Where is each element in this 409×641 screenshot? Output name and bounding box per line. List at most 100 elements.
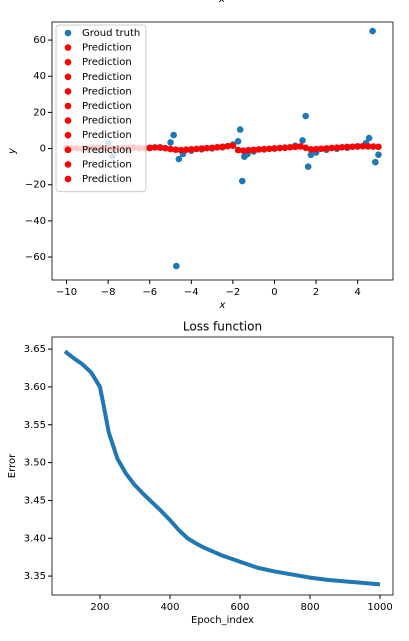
legend-label: Groud truth xyxy=(82,28,140,39)
y-tick-label: 3.65 xyxy=(24,344,46,355)
y-tick-label: 3.60 xyxy=(24,382,46,393)
point xyxy=(375,143,382,151)
point xyxy=(364,143,372,150)
point xyxy=(167,145,174,153)
point xyxy=(193,145,200,153)
y-tick-label: 0 xyxy=(40,144,46,155)
point xyxy=(234,138,242,145)
point xyxy=(219,143,226,151)
point xyxy=(224,142,231,150)
y-tick-label: −60 xyxy=(25,252,46,263)
point xyxy=(188,145,195,153)
legend-marker xyxy=(64,146,72,154)
legend-label: Prediction xyxy=(82,159,132,170)
point xyxy=(302,144,309,152)
point xyxy=(203,144,211,152)
x-tick-label: −4 xyxy=(184,287,199,298)
point xyxy=(349,143,356,151)
point xyxy=(276,144,283,152)
y-tick-label: 60 xyxy=(33,35,46,46)
y-tick-label: 3.50 xyxy=(24,458,46,469)
point xyxy=(365,134,373,142)
point xyxy=(234,146,242,154)
point xyxy=(372,158,379,166)
point xyxy=(177,146,185,154)
point xyxy=(343,143,351,151)
point xyxy=(307,145,315,153)
point xyxy=(260,145,268,153)
point xyxy=(265,145,273,153)
y-tick-label: 3.35 xyxy=(24,571,46,582)
point xyxy=(172,146,180,153)
point xyxy=(146,144,154,152)
point xyxy=(198,145,206,152)
legend-label: Prediction xyxy=(82,130,132,141)
legend-label: Prediction xyxy=(82,57,132,68)
y-tick-label: −40 xyxy=(25,216,46,227)
point xyxy=(229,142,237,149)
x-tick-label: −8 xyxy=(101,287,116,298)
point xyxy=(302,112,309,120)
legend-marker xyxy=(64,131,72,139)
point xyxy=(245,146,252,154)
x-tick-label: 0 xyxy=(271,287,277,298)
point xyxy=(333,144,341,151)
point xyxy=(271,145,278,152)
legend-label: Prediction xyxy=(82,145,132,156)
x-axis-label: x xyxy=(219,300,226,311)
point xyxy=(307,151,315,159)
point xyxy=(312,145,320,153)
x-tick-label: 2 xyxy=(313,287,319,298)
legend-label: Prediction xyxy=(82,86,132,97)
loss-line xyxy=(63,349,381,587)
x-tick-label: −2 xyxy=(226,287,241,298)
legend-marker xyxy=(64,29,72,37)
clipped-label: x xyxy=(218,0,225,5)
point xyxy=(286,143,294,151)
point xyxy=(236,126,244,133)
x-tick-label: 600 xyxy=(230,602,249,613)
legend-label: Prediction xyxy=(82,174,132,185)
y-tick-label: 20 xyxy=(33,107,46,118)
point xyxy=(239,147,247,155)
point xyxy=(182,146,190,153)
point xyxy=(369,143,377,150)
legend-marker xyxy=(64,117,72,124)
legend-label: Prediction xyxy=(82,101,132,112)
point xyxy=(299,137,306,144)
y-tick-label: 3.55 xyxy=(24,420,46,431)
axes-frame xyxy=(51,21,394,281)
axes-frame xyxy=(51,336,394,596)
point xyxy=(167,139,174,146)
y-tick-label: 3.45 xyxy=(24,495,46,506)
x-tick-label: 1000 xyxy=(367,602,392,613)
x-tick-label: 200 xyxy=(90,602,109,613)
y-axis-label: y xyxy=(7,147,18,155)
legend-marker xyxy=(64,44,72,51)
x-tick-label: 4 xyxy=(354,287,360,298)
plot-area xyxy=(52,337,393,595)
y-tick-label: 40 xyxy=(33,71,46,82)
legend-marker xyxy=(64,88,72,95)
legend-marker xyxy=(64,73,72,81)
point xyxy=(151,144,159,151)
point xyxy=(297,143,304,150)
point xyxy=(238,177,246,185)
point xyxy=(291,143,299,151)
point xyxy=(162,144,169,152)
legend-marker xyxy=(64,161,72,168)
legend-label: Prediction xyxy=(82,43,132,54)
point xyxy=(375,151,382,159)
legend-marker xyxy=(64,58,72,66)
x-tick-label: 400 xyxy=(160,602,179,613)
x-tick-label: 800 xyxy=(300,602,319,613)
y-axis-label: Error xyxy=(7,453,18,478)
point xyxy=(281,144,289,151)
point xyxy=(359,142,367,150)
point xyxy=(338,143,346,151)
point xyxy=(255,146,263,153)
y-tick-label: −20 xyxy=(25,180,46,191)
point xyxy=(317,145,325,153)
